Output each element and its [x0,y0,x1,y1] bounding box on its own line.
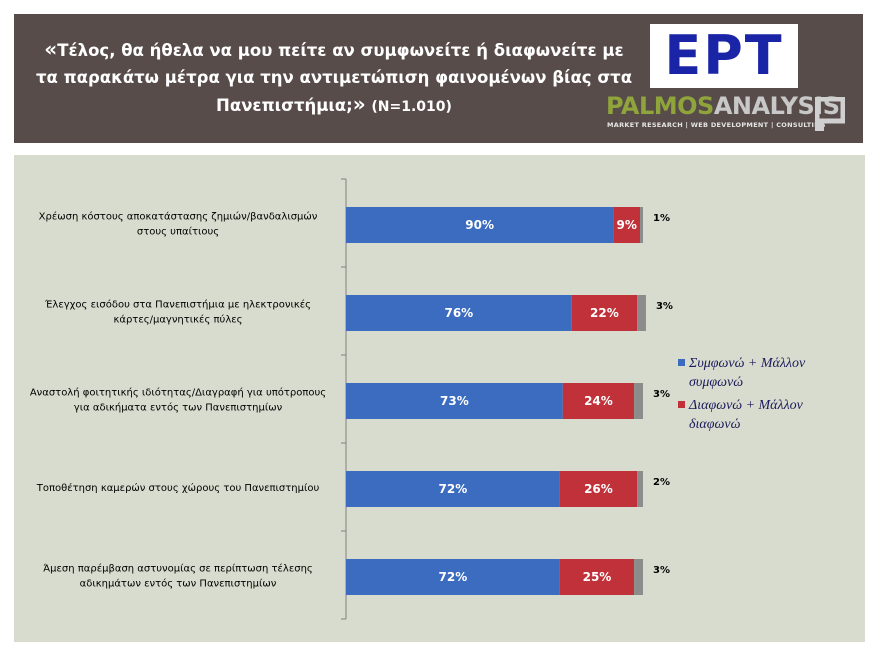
palmos-square-icon [815,97,845,131]
category-label: για αδικήματα εντός των Πανεπιστημίων [74,402,283,414]
bar-segment [571,295,638,331]
data-label: 9% [616,218,636,232]
sample-size: (N=1.010) [371,99,452,115]
data-label: 3% [653,389,670,400]
data-label: 26% [584,482,613,496]
data-label: 25% [583,570,612,584]
data-label: 2% [653,477,670,488]
data-label: 90% [465,218,494,232]
bar-segment [613,207,641,243]
ert-logo-text: ΕΡΤ [664,24,784,87]
legend-label: Συμφωνώ + Μάλλον [688,356,806,371]
data-label: 72% [439,570,468,584]
bar-segment [559,559,635,595]
data-label: 73% [440,394,469,408]
ert-logo: ΕΡΤ [650,24,798,88]
stacked-bar-chart: Χρέωση κόστους αποκατάστασης ζημιών/βανδ… [30,178,806,620]
bar-segment [346,383,563,419]
category-label: αδικημάτων εντός των Πανεπιστημίων [80,578,277,590]
bar-segment [640,207,643,243]
title-open-quote: « [44,37,58,61]
bar-segment [346,207,614,243]
bar-segment [346,471,560,507]
legend-swatch [678,359,685,366]
data-label: 72% [439,482,468,496]
chart-area: Χρέωση κόστους αποκατάστασης ζημιών/βανδ… [14,155,865,642]
bar-segment [562,383,635,419]
bar-segment [637,471,643,507]
legend-label: Διαφωνώ + Μάλλον [688,398,804,413]
category-label: Χρέωση κόστους αποκατάστασης ζημιών/βανδ… [39,211,318,223]
category-label: Αναστολή φοιτητικής ιδιότητας/Διαγραφή γ… [30,387,326,399]
palmos-tagline: MARKET RESEARCH | WEB DEVELOPMENT | CONS… [607,121,826,129]
data-label: 24% [584,394,613,408]
legend-label: διαφωνώ [689,417,741,432]
bar-segment [634,383,643,419]
title-close-quote: » [352,92,366,116]
bar-segment [559,471,638,507]
bar-segment [637,295,646,331]
data-label: 1% [653,213,670,224]
bar-segment [634,559,643,595]
data-label: 3% [656,301,673,312]
bar-segment [346,295,572,331]
page-title: «Τέλος, θα ήθελα να μου πείτε αν συμφωνε… [34,36,634,121]
title-text: Τέλος, θα ήθελα να μου πείτε αν συμφωνεί… [35,41,633,115]
category-label: στους υπαίτιους [137,226,219,238]
bar-segment [346,559,560,595]
legend-label: συμφωνώ [689,375,743,390]
category-label: κάρτες/μαγνητικές πύλες [113,314,242,326]
header-banner: «Τέλος, θα ήθελα να μου πείτε αν συμφωνε… [14,14,863,143]
palmos-logo: PALMOSANALYSIS [606,93,840,119]
data-label: 3% [653,565,670,576]
category-label: Έλεγχος εισόδου στα Πανεπιστήμια με ηλεκ… [44,299,311,311]
data-label: 22% [590,306,619,320]
category-label: Τοποθέτηση καμερών στους χώρους του Πανε… [36,482,320,494]
category-label: Άμεση παρέμβαση αστυνομίας σε περίπτωση … [43,563,313,575]
legend-swatch [678,401,685,408]
data-label: 76% [444,306,473,320]
palmos-logo-part1: PALMOS [606,92,714,120]
